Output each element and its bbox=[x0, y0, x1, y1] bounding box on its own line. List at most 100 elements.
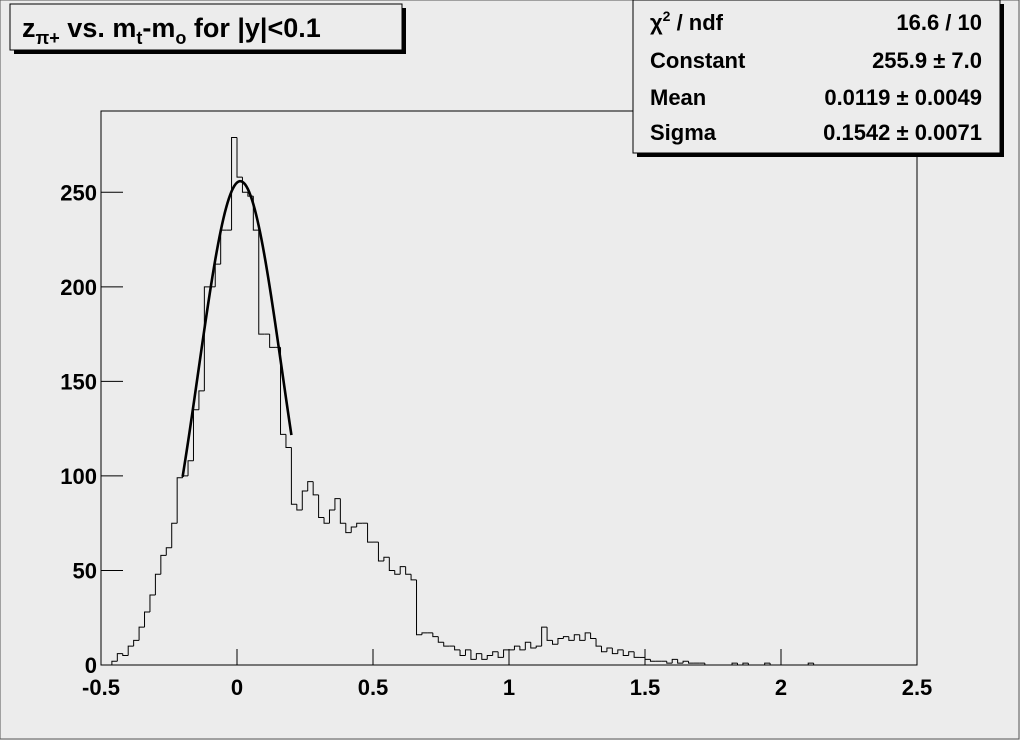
histogram-bin bbox=[290, 447, 297, 505]
histogram-bin bbox=[323, 517, 330, 524]
histogram-bin bbox=[296, 504, 303, 511]
histogram-bin bbox=[437, 636, 444, 643]
histogram-bin bbox=[535, 645, 542, 648]
histogram-bin bbox=[383, 556, 390, 562]
histogram-bin bbox=[149, 594, 156, 613]
histogram-bin bbox=[111, 660, 118, 665]
histogram-bin bbox=[671, 658, 678, 664]
histogram-bin bbox=[677, 659, 684, 664]
text-part: Constant bbox=[650, 48, 746, 73]
histogram-bin bbox=[127, 645, 134, 656]
histogram-bin bbox=[367, 523, 373, 543]
histogram-bin bbox=[432, 632, 439, 638]
histogram-bin bbox=[443, 642, 450, 647]
histogram-bin bbox=[513, 645, 520, 650]
text-part: Mean bbox=[650, 85, 706, 110]
histogram-bin bbox=[568, 636, 575, 641]
x-tick-label: 2.5 bbox=[902, 675, 933, 700]
histogram-bin bbox=[617, 649, 624, 654]
histogram-bin bbox=[280, 347, 286, 435]
histogram-bin bbox=[285, 434, 292, 449]
histogram-bin bbox=[388, 557, 395, 571]
histogram-bin bbox=[138, 626, 145, 641]
text-part: Sigma bbox=[650, 120, 717, 145]
subscript: t bbox=[136, 28, 142, 48]
histogram-bin bbox=[503, 649, 509, 658]
y-tick-label: 50 bbox=[73, 558, 97, 583]
histogram-bin bbox=[122, 653, 129, 657]
histogram-bin bbox=[769, 663, 776, 666]
histogram-bin bbox=[144, 611, 150, 628]
y-tick-label: 0 bbox=[85, 653, 97, 678]
histogram-bin bbox=[682, 660, 689, 664]
histogram-bin bbox=[481, 653, 488, 660]
histogram-bin bbox=[421, 632, 428, 635]
histogram-bin bbox=[231, 136, 237, 231]
histogram-bin bbox=[345, 523, 352, 534]
histogram-bin bbox=[198, 390, 205, 410]
stats-label: Sigma bbox=[650, 120, 717, 145]
x-tick-label: 2 bbox=[775, 675, 787, 700]
text-part: z bbox=[22, 13, 36, 43]
histogram-bin bbox=[590, 632, 597, 640]
histogram-bin bbox=[475, 653, 482, 660]
histogram-bin bbox=[339, 498, 346, 524]
fit-curve bbox=[181, 179, 293, 477]
histogram-bin bbox=[486, 655, 493, 660]
stats-box bbox=[632, 0, 1001, 154]
y-tick-label: 250 bbox=[60, 180, 97, 205]
histogram-bin bbox=[807, 662, 814, 665]
stats-value: 0.1542 ± 0.0071 bbox=[823, 120, 982, 145]
histogram-bin bbox=[649, 659, 656, 662]
histogram-bin bbox=[416, 579, 422, 636]
histogram-bin bbox=[524, 641, 531, 650]
title-box bbox=[9, 3, 403, 51]
histogram-bin bbox=[154, 573, 161, 596]
histogram-bin bbox=[573, 634, 580, 641]
histogram-bin bbox=[813, 663, 820, 666]
subscript: o bbox=[175, 28, 186, 48]
histogram-bin bbox=[704, 663, 711, 666]
histogram-bin bbox=[187, 460, 194, 476]
stats-value: 16.6 / 10 bbox=[896, 10, 982, 35]
histogram-bin bbox=[633, 651, 640, 658]
histogram-bin bbox=[552, 640, 558, 645]
stats-label: χ2 / ndf bbox=[650, 8, 724, 35]
superscript: 2 bbox=[663, 8, 671, 24]
histogram-bin bbox=[530, 642, 537, 649]
histogram-bin bbox=[165, 547, 172, 556]
text-part: vs. m bbox=[60, 13, 137, 43]
text-part: χ bbox=[650, 10, 663, 35]
y-tick-label: 150 bbox=[60, 369, 97, 394]
histogram-bin bbox=[736, 663, 743, 666]
histogram-bin bbox=[666, 661, 673, 664]
histogram-bin bbox=[258, 230, 265, 335]
histogram-bin bbox=[541, 626, 548, 647]
y-tick-label: 200 bbox=[60, 275, 97, 300]
histogram-bin bbox=[622, 649, 629, 657]
subscript: π+ bbox=[36, 28, 60, 48]
stats-label: Constant bbox=[650, 48, 746, 73]
histogram-bin bbox=[334, 498, 341, 510]
histogram-bin bbox=[742, 662, 749, 665]
histogram-bin bbox=[519, 646, 526, 651]
histogram-bin bbox=[454, 646, 461, 651]
y-tick-label: 100 bbox=[60, 464, 97, 489]
histogram-bin bbox=[405, 566, 412, 575]
histogram-bin bbox=[628, 651, 635, 656]
histogram-bin bbox=[688, 661, 694, 664]
histogram-bin bbox=[377, 542, 384, 562]
histogram-bin bbox=[116, 653, 123, 662]
histogram-bin bbox=[464, 649, 471, 656]
x-tick-label: 1.5 bbox=[630, 675, 661, 700]
histogram-bin bbox=[497, 651, 504, 658]
histogram-bin bbox=[579, 634, 586, 641]
histogram-bin bbox=[160, 554, 167, 575]
text-part: / ndf bbox=[670, 10, 723, 35]
histogram-bin bbox=[595, 638, 602, 647]
histogram-bin bbox=[470, 649, 477, 660]
histogram-bin bbox=[133, 639, 140, 647]
histogram-bin bbox=[307, 481, 314, 492]
